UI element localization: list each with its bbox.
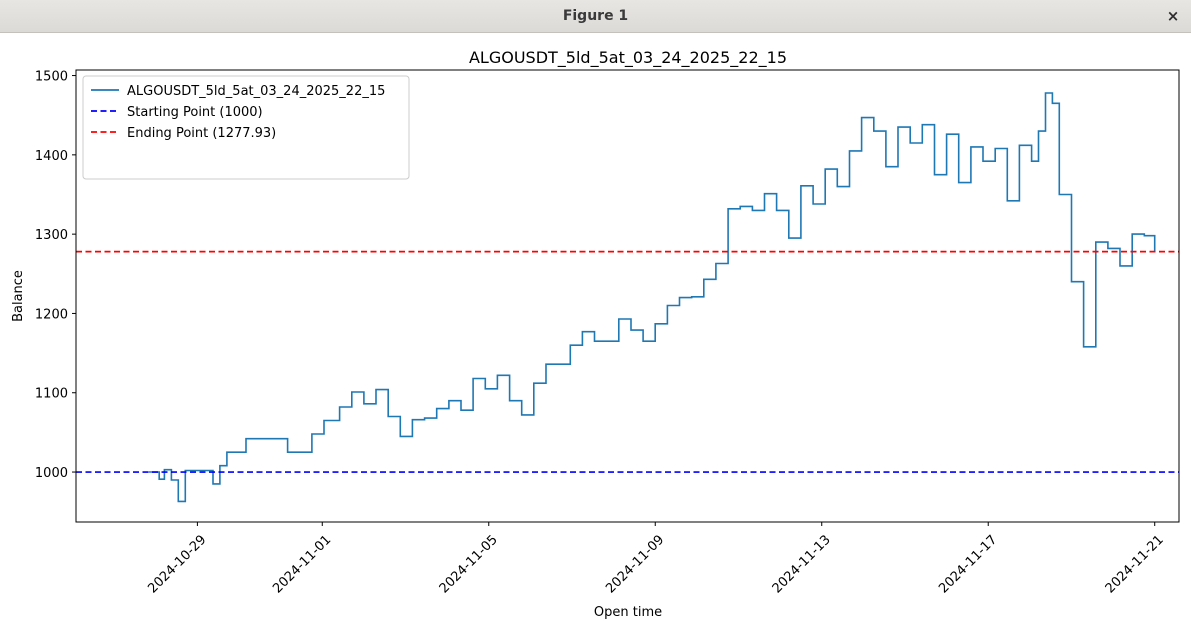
window-titlebar: Figure 1 ×: [0, 0, 1191, 33]
plot-frame: [75, 69, 1180, 523]
y-tick-label: 1500: [35, 70, 68, 85]
x-tick-label: 2024-11-13: [770, 532, 834, 596]
x-tick-label: 2024-11-21: [1103, 532, 1167, 596]
y-tick-label: 1100: [35, 387, 68, 402]
legend-label: ALGOUSDT_5ld_5at_03_24_2025_22_15: [127, 84, 385, 99]
legend: ALGOUSDT_5ld_5at_03_24_2025_22_15 Startin…: [82, 75, 410, 180]
x-axis-label: Open time: [594, 605, 662, 620]
x-tick-label: 2024-11-01: [270, 532, 334, 596]
chart-title: ALGOUSDT_5ld_5at_03_24_2025_22_15: [469, 48, 787, 68]
y-tick-label: 1300: [35, 228, 68, 243]
x-tick-label: 2024-11-05: [437, 532, 501, 596]
legend-label: Starting Point (1000): [127, 105, 263, 120]
close-icon[interactable]: ×: [1166, 7, 1180, 25]
legend-box: [82, 75, 410, 180]
y-tick-label: 1400: [35, 149, 68, 164]
series-layer: [76, 92, 1179, 503]
x-tick-label: 2024-10-29: [145, 532, 209, 596]
series-line-balance: [148, 92, 1156, 503]
legend-label: Ending Point (1277.93): [127, 126, 276, 141]
x-tick-label: 2024-11-09: [603, 532, 667, 596]
y-axis-ticks: 1000 1100 1200 1300 1400 1500: [35, 70, 76, 481]
y-tick-label: 1000: [35, 466, 68, 481]
window-title: Figure 1: [562, 8, 629, 24]
figure-canvas: ALGOUSDT_5ld_5at_03_24_2025_22_15 1000 11…: [11, 48, 1180, 620]
y-tick-label: 1200: [35, 307, 68, 322]
x-tick-label: 2024-11-17: [936, 532, 1000, 596]
x-axis-ticks: 2024-10-29 2024-11-01 2024-11-05 2024-11-09…: [145, 522, 1167, 596]
y-axis-label: Balance: [11, 270, 26, 322]
